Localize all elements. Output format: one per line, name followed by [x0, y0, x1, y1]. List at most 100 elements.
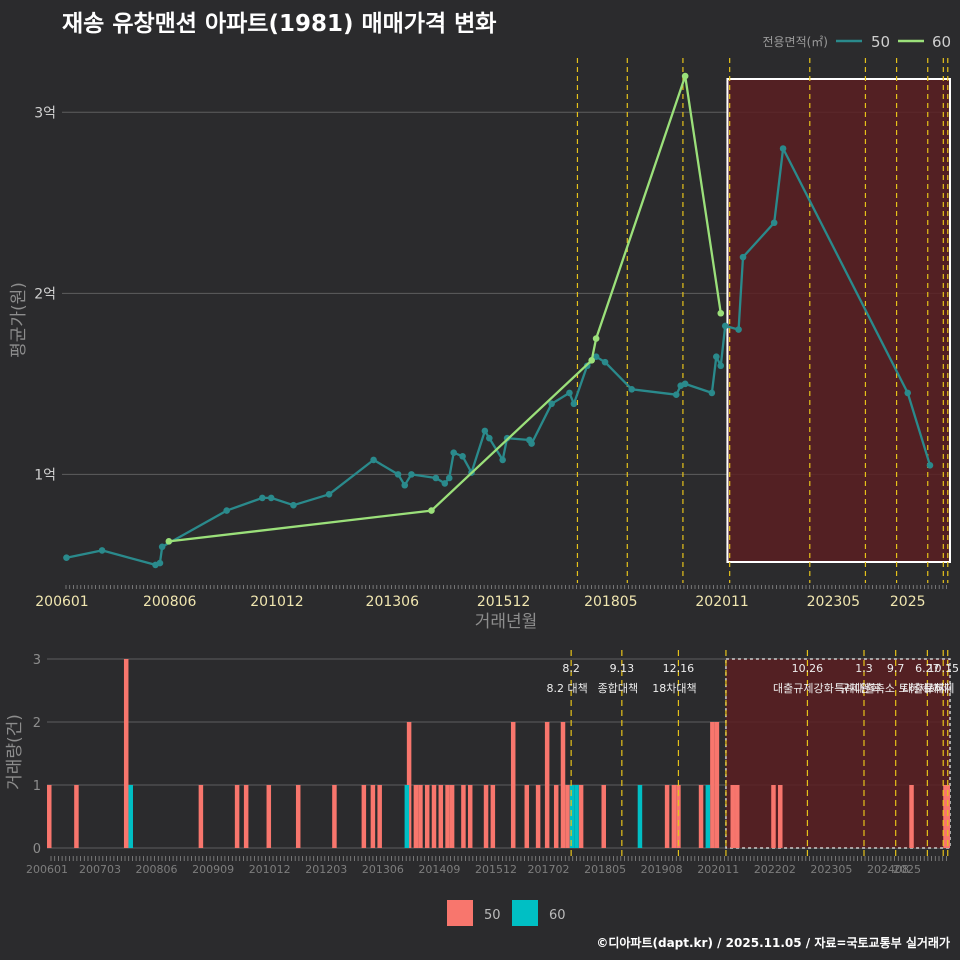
data-point-60 [681, 72, 689, 80]
x-tick-label: 2025 [890, 594, 926, 610]
bar-50 [47, 785, 52, 848]
legend-label-bar-50: 50 [484, 908, 501, 923]
bar-50 [332, 785, 337, 848]
bar-60 [404, 785, 410, 848]
bar-x-tick-label: 201908 [641, 863, 683, 876]
bar-50 [445, 785, 450, 848]
bar-x-tick-label: 201203 [305, 863, 347, 876]
legend-label-50: 50 [871, 33, 890, 51]
data-point-50 [98, 547, 106, 554]
data-point-50 [926, 462, 934, 469]
bar-50 [74, 785, 79, 848]
bar-x-tick-label: 200806 [136, 863, 178, 876]
bar-50 [483, 785, 489, 848]
data-point-50 [566, 389, 573, 397]
data-point-50 [441, 480, 449, 487]
legend-title: 전용면적(㎡) [762, 35, 828, 49]
bar-60 [637, 785, 643, 848]
annotation-date: 6.27 [915, 662, 940, 675]
data-point-50 [779, 145, 787, 152]
data-point-50 [408, 471, 415, 478]
y-tick-label: 1억 [34, 467, 56, 483]
bar-50 [535, 785, 541, 848]
bar-60 [128, 785, 133, 848]
bar-y-tick-label: 0 [33, 842, 41, 857]
series-line-60 [168, 74, 722, 543]
bar-60 [574, 785, 579, 848]
data-point-60 [592, 335, 600, 342]
data-point-50 [708, 389, 716, 397]
data-point-50 [739, 253, 747, 261]
data-point-50 [290, 501, 297, 509]
bar-50 [418, 785, 423, 848]
x-tick-label: 201306 [366, 594, 420, 610]
bar-50 [909, 785, 914, 848]
x-tick-label: 200806 [143, 594, 197, 610]
data-point-50 [601, 358, 609, 366]
x-axis-title: 거래년월 [475, 612, 538, 632]
data-point-50 [158, 543, 166, 551]
bar-50 [945, 785, 950, 848]
y-tick-label: 3억 [34, 105, 56, 121]
annotation-date: 9.13 [610, 662, 635, 675]
bar-50 [730, 785, 735, 848]
bar-x-tick-label: 200703 [79, 863, 121, 876]
data-point-50 [325, 490, 333, 498]
bar-50 [467, 785, 473, 848]
legend-swatch-bar-60 [512, 900, 538, 926]
annotation-label: 대출규제강화 [773, 682, 834, 695]
bar-y-tick-label: 2 [33, 716, 41, 731]
bar-50 [438, 785, 444, 848]
data-point-50 [459, 452, 466, 460]
bar-50 [266, 785, 272, 848]
data-point-60 [428, 507, 435, 514]
data-point-50 [267, 494, 275, 502]
bar-x-tick-label: 202305 [810, 863, 852, 876]
bar-x-tick-label: 201512 [475, 863, 517, 876]
bar-50 [461, 785, 466, 848]
annotation-date: 8.2 [562, 662, 580, 675]
bar-x-tick-label: 200909 [192, 863, 234, 876]
bar-y-axis-title: 거래량(건) [5, 714, 25, 790]
bar-50 [943, 785, 948, 848]
bar-50 [676, 785, 681, 848]
annotation-label: 토허제 [924, 682, 954, 695]
chart-title: 재송 유창맨션 아파트(1981) 매매가격 변화 [62, 11, 497, 37]
bar-y-tick-label: 3 [33, 653, 41, 668]
data-point-50 [481, 427, 489, 435]
data-point-50 [223, 507, 230, 514]
data-point-50 [672, 391, 680, 399]
data-point-50 [450, 449, 457, 456]
bar-y-tick-label: 1 [33, 779, 41, 794]
annotation-label: 8.2 대책 [547, 682, 588, 695]
data-point-60 [588, 357, 595, 364]
annotation-date: 10.15 [927, 662, 959, 675]
data-point-50 [432, 474, 440, 482]
data-point-50 [401, 481, 409, 489]
series-line-50 [66, 147, 932, 567]
legend-swatch-bar-50 [447, 900, 473, 926]
data-point-50 [770, 219, 778, 227]
bar-50 [243, 785, 249, 848]
bar-50 [295, 785, 301, 848]
bar-50 [664, 785, 670, 848]
bar-x-tick-label: 201306 [362, 863, 404, 876]
bar-50 [406, 722, 412, 848]
bar-50 [578, 785, 584, 848]
data-point-50 [548, 400, 555, 408]
bar-50 [361, 785, 367, 848]
annotation-date: 1.3 [855, 662, 873, 675]
bar-50 [524, 785, 530, 848]
bar-50 [424, 785, 430, 848]
bar-50 [560, 722, 566, 848]
data-point-60 [717, 309, 725, 317]
x-tick-label: 201805 [584, 594, 637, 610]
x-tick-label: 200601 [35, 594, 88, 610]
data-point-50 [570, 400, 578, 408]
bar-x-tick-label: 200601 [26, 863, 68, 876]
x-tick-label: 202011 [695, 594, 748, 610]
data-point-50 [259, 494, 266, 502]
bar-50 [735, 785, 740, 848]
bar-x-tick-label: 201702 [528, 863, 570, 876]
